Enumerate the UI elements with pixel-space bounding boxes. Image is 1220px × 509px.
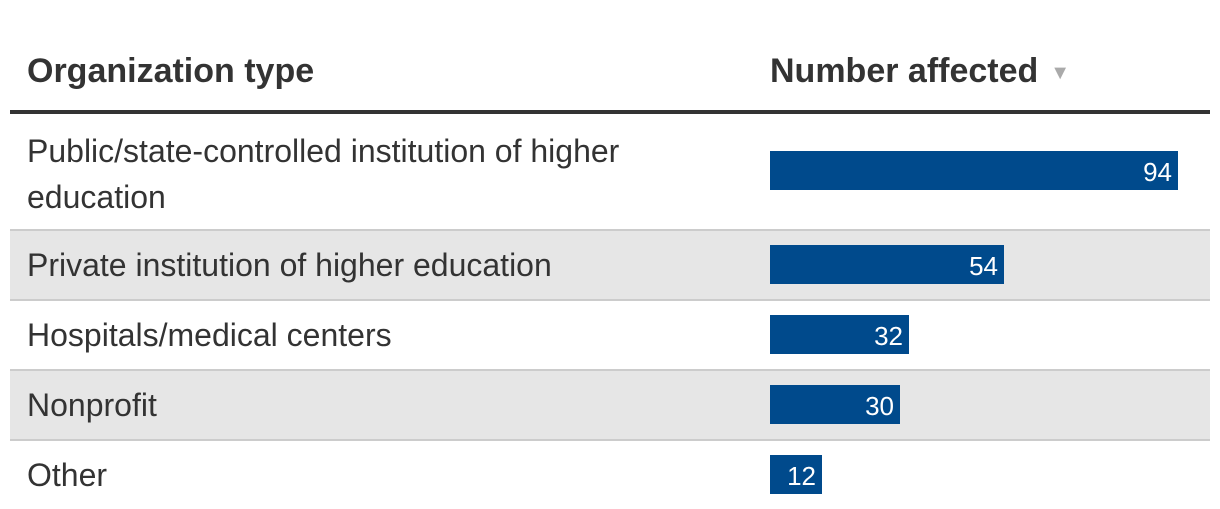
- table-body: Public/state-controlled institution of h…: [10, 114, 1210, 509]
- value-bar: 94: [770, 151, 1178, 190]
- table-row: Private institution of higher education 5…: [10, 231, 1210, 301]
- category-label: Nonprofit: [27, 387, 157, 423]
- header-organization-type[interactable]: Organization type: [27, 52, 314, 91]
- value-bar: 30: [770, 385, 900, 424]
- table-header: Organization type Number affected ▼: [10, 0, 1210, 114]
- table-row: Nonprofit 30: [10, 371, 1210, 441]
- header-number-affected[interactable]: Number affected ▼: [770, 52, 1070, 91]
- table-row: Public/state-controlled institution of h…: [10, 114, 1210, 231]
- bar-value-label: 54: [969, 251, 998, 281]
- table-row: Other 12: [10, 441, 1210, 509]
- value-bar: 12: [770, 455, 822, 494]
- sort-descending-icon[interactable]: ▼: [1050, 62, 1071, 84]
- bar-value-label: 32: [874, 321, 903, 351]
- bar-value-label: 94: [1143, 157, 1172, 187]
- header-organization-type-label: Organization type: [27, 52, 315, 90]
- bar-value-label: 12: [787, 461, 816, 491]
- header-number-affected-label: Number affected: [770, 52, 1039, 90]
- value-bar: 54: [770, 245, 1004, 284]
- category-label: Private institution of higher education: [27, 247, 552, 283]
- bar-value-label: 30: [865, 391, 894, 421]
- data-table: Organization type Number affected ▼ Publi…: [10, 0, 1210, 509]
- table-row: Hospitals/medical centers 32: [10, 301, 1210, 371]
- category-label: Other: [27, 457, 108, 493]
- value-bar: 32: [770, 315, 909, 354]
- category-label: Hospitals/medical centers: [27, 317, 392, 353]
- category-label: Public/state-controlled institution of h…: [27, 133, 620, 215]
